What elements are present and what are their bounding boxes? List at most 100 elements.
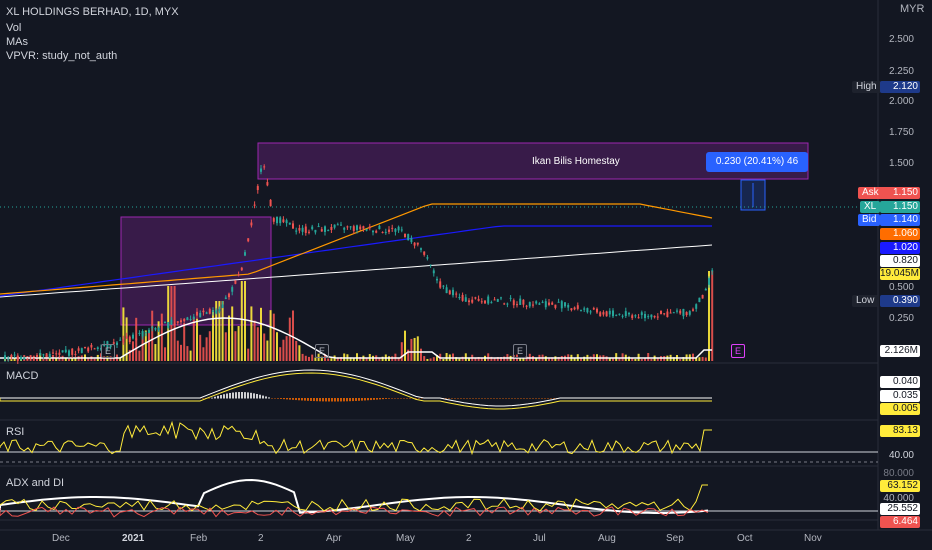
volume-bar [138,350,141,361]
adx-value-1: 63.152 [880,480,920,492]
macd-value-2: 0.035 [880,390,920,402]
candle-body [202,310,205,313]
candle-body [4,355,6,360]
volume-bar [608,358,611,361]
candle-body [250,222,253,226]
macd-histogram-bar [373,398,375,400]
time-tick: Nov [804,533,822,544]
candle-body [391,227,394,229]
indicator-mas-label[interactable]: MAs [6,36,28,48]
volume-bar [397,357,400,361]
candle-body [154,328,157,330]
volume-bar [672,357,675,361]
volume-bar [557,357,560,361]
candle-body [183,318,186,322]
volume-bar [285,336,288,361]
candle-body [218,308,221,312]
macd-histogram-bar [511,398,513,399]
ikan-bilis-annotation[interactable]: Ikan Bilis Homestay [532,156,620,167]
candle-body [327,230,330,232]
candle-body [26,358,29,360]
macd-histogram-bar [487,398,489,399]
rsi-level: 40.00 [888,450,914,461]
candle-body [580,310,582,312]
candle-body [631,315,634,319]
candle-body [400,229,403,231]
candle-body [253,204,256,206]
macd-histogram-bar [298,398,300,401]
rsi-label[interactable]: RSI [6,426,25,438]
volume-bar [269,310,272,361]
volume-bar [407,349,410,361]
volume-bar [487,353,490,361]
candle-body [359,226,362,230]
accumulation-box [120,216,272,326]
macd-histogram-bar [514,398,516,399]
volume-bar [157,321,160,361]
volume-bar [429,358,432,361]
macd-histogram-bar [241,392,243,399]
volume-bar [253,320,256,361]
macd-label[interactable]: MACD [6,370,39,382]
candle-body [301,227,304,232]
candle-body [426,257,429,259]
macd-histogram-bar [295,398,297,401]
indicator-vpvr-label[interactable]: VPVR: study_not_auth [6,50,118,62]
macd-histogram-bar [268,397,270,399]
macd-histogram-bar [352,398,354,402]
macd-histogram-bar [358,398,360,401]
volume-bar [404,330,406,361]
volume-bar [64,358,67,361]
volume-bar [615,353,618,361]
macd-histogram-bar [349,398,351,402]
volume-bar [468,358,470,361]
candle-body [551,302,554,305]
candle-body [375,230,378,233]
volume-bar [589,356,592,361]
volume-bar [87,358,90,361]
indicator-vol-label[interactable]: Vol [6,22,22,34]
volume-bar [618,357,621,361]
candle-body [285,220,288,224]
volume-bar [151,310,154,361]
macd-histogram-bar [280,398,282,399]
candle-body [586,308,589,313]
earnings-marker[interactable]: E [513,344,527,358]
adx-label[interactable]: ADX and DI [6,477,65,489]
volume-bar [455,357,458,361]
candle-body [138,332,141,334]
volume-bar [416,336,419,361]
candle-body [452,289,454,296]
candle-body [464,297,467,302]
volume-bar [128,349,131,361]
macd-histogram-bar [493,398,495,399]
volume-bar [192,317,195,361]
volume-bar [176,340,179,361]
high-label: High [852,81,881,93]
candle-body [445,287,448,294]
ma-orange-line [0,203,713,295]
candle-body [80,348,83,353]
macd-histogram-bar [361,398,363,401]
earnings-marker[interactable]: E [315,344,329,358]
candle-body [381,231,384,233]
candle-body [215,310,218,314]
volume-bar [68,356,70,361]
volume-bar [432,357,435,361]
macd-histogram-bar [337,398,339,402]
candle-body [74,353,77,355]
candle-body [576,305,579,309]
macd-histogram-bar [340,398,342,402]
di-minus-line [0,506,709,518]
macd-histogram-bar [292,398,294,400]
candle-body [324,226,326,232]
candle-body [628,312,630,315]
candle-body [378,225,381,230]
currency-label[interactable]: MYR [900,3,925,15]
candle-body [208,308,211,314]
earnings-marker[interactable]: E [101,344,115,358]
volume-bar [189,350,192,361]
earnings-marker-upcoming[interactable]: E [731,344,745,358]
volume-bar [212,310,214,361]
